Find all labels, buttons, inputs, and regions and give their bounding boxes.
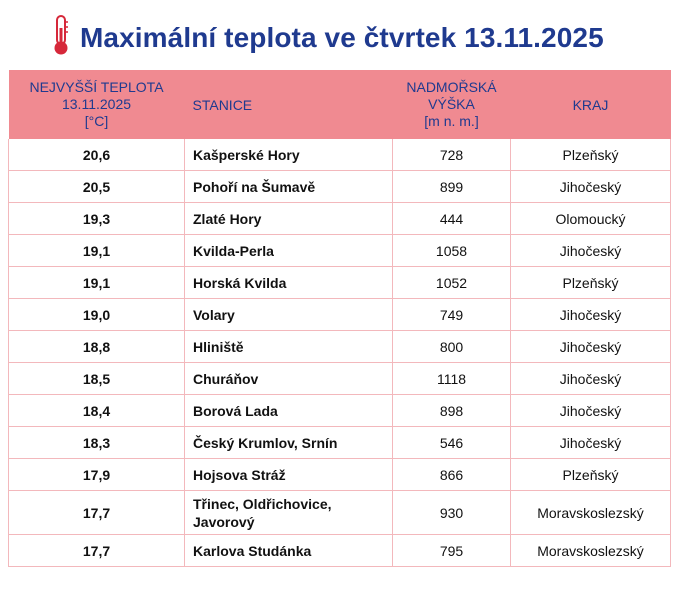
- header-temperature: NEJVYŠŠÍ TEPLOTA 13.11.2025 [°C]: [8, 70, 185, 139]
- region-cell: Jihočeský: [510, 234, 671, 267]
- header-temperature-line: NEJVYŠŠÍ TEPLOTA: [29, 79, 164, 95]
- page-header: Maximální teplota ve čtvrtek 13.11.2025: [0, 0, 678, 70]
- header-region: KRAJ: [510, 70, 671, 139]
- altitude-cell: 898: [392, 394, 511, 427]
- temperature-cell: 19,0: [8, 298, 185, 331]
- region-cell: Jihočeský: [510, 426, 671, 459]
- altitude-cell: 749: [392, 298, 511, 331]
- station-cell: Churáňov: [184, 362, 393, 395]
- region-cell: Moravskoslezský: [510, 490, 671, 535]
- region-cell: Jihočeský: [510, 330, 671, 363]
- temperature-table: NEJVYŠŠÍ TEPLOTA 13.11.2025 [°C] STANICE…: [8, 70, 671, 567]
- altitude-cell: 728: [392, 139, 511, 171]
- station-cell: Třinec, Oldřichovice, Javorový: [184, 490, 393, 535]
- station-cell: Volary: [184, 298, 393, 331]
- header-temperature-line: [°C]: [84, 113, 109, 129]
- region-cell: Jihočeský: [510, 298, 671, 331]
- region-cell: Plzeňský: [510, 266, 671, 299]
- temperature-cell: 19,1: [8, 234, 185, 267]
- region-cell: Plzeňský: [510, 139, 671, 171]
- station-cell: Horská Kvilda: [184, 266, 393, 299]
- table-row: 18,4 Borová Lada 898 Jihočeský: [8, 394, 671, 427]
- table-row: 18,8 Hliniště 800 Jihočeský: [8, 330, 671, 363]
- region-cell: Plzeňský: [510, 458, 671, 491]
- page-title: Maximální teplota ve čtvrtek 13.11.2025: [80, 22, 604, 53]
- station-cell: Zlaté Hory: [184, 202, 393, 235]
- temperature-cell: 17,9: [8, 458, 185, 491]
- station-cell: Kvilda-Perla: [184, 234, 393, 267]
- altitude-cell: 795: [392, 534, 511, 567]
- altitude-cell: 866: [392, 458, 511, 491]
- table-header-row: NEJVYŠŠÍ TEPLOTA 13.11.2025 [°C] STANICE…: [8, 70, 671, 139]
- station-cell: Kašperské Hory: [184, 139, 393, 171]
- table-row: 20,6 Kašperské Hory 728 Plzeňský: [8, 139, 671, 171]
- header-altitude-line: VÝŠKA: [428, 96, 475, 112]
- region-cell: Jihočeský: [510, 362, 671, 395]
- altitude-cell: 1052: [392, 266, 511, 299]
- table-row: 18,5 Churáňov 1118 Jihočeský: [8, 362, 671, 395]
- station-cell: Hojsova Stráž: [184, 458, 393, 491]
- station-line: Třinec, Oldřichovice,: [193, 495, 332, 512]
- table-row: 19,1 Horská Kvilda 1052 Plzeňský: [8, 266, 671, 299]
- station-line: Javorový: [193, 513, 255, 530]
- header-station: STANICE: [184, 70, 393, 139]
- altitude-cell: 800: [392, 330, 511, 363]
- thermometer-icon: [54, 15, 68, 55]
- altitude-cell: 1118: [392, 362, 511, 395]
- temperature-cell: 18,5: [8, 362, 185, 395]
- header-altitude-line: NADMOŘSKÁ: [406, 79, 497, 95]
- header-altitude: NADMOŘSKÁ VÝŠKA [m n. m.]: [392, 70, 511, 139]
- region-cell: Moravskoslezský: [510, 534, 671, 567]
- table-row: 18,3 Český Krumlov, Srnín 546 Jihočeský: [8, 426, 671, 459]
- temperature-cell: 20,6: [8, 139, 185, 171]
- station-cell: Borová Lada: [184, 394, 393, 427]
- altitude-cell: 546: [392, 426, 511, 459]
- temperature-cell: 20,5: [8, 170, 185, 203]
- station-cell: Český Krumlov, Srnín: [184, 426, 393, 459]
- table-row: 20,5 Pohoří na Šumavě 899 Jihočeský: [8, 170, 671, 203]
- altitude-cell: 899: [392, 170, 511, 203]
- altitude-cell: 1058: [392, 234, 511, 267]
- table-row: 19,1 Kvilda-Perla 1058 Jihočeský: [8, 234, 671, 267]
- table-row: 17,7 Karlova Studánka 795 Moravskoslezsk…: [8, 534, 671, 567]
- temperature-cell: 19,1: [8, 266, 185, 299]
- altitude-cell: 930: [392, 490, 511, 535]
- region-cell: Jihočeský: [510, 170, 671, 203]
- station-cell: Karlova Studánka: [184, 534, 393, 567]
- station-cell: Hliniště: [184, 330, 393, 363]
- temperature-cell: 18,4: [8, 394, 185, 427]
- altitude-cell: 444: [392, 202, 511, 235]
- table-row: 19,3 Zlaté Hory 444 Olomoucký: [8, 202, 671, 235]
- table-row: 17,7 Třinec, Oldřichovice, Javorový 930 …: [8, 490, 671, 535]
- region-cell: Olomoucký: [510, 202, 671, 235]
- temperature-cell: 18,3: [8, 426, 185, 459]
- header-altitude-line: [m n. m.]: [424, 113, 479, 129]
- table-row: 19,0 Volary 749 Jihočeský: [8, 298, 671, 331]
- region-cell: Jihočeský: [510, 394, 671, 427]
- header-temperature-line: 13.11.2025: [61, 96, 132, 112]
- table-row: 17,9 Hojsova Stráž 866 Plzeňský: [8, 458, 671, 491]
- station-cell: Pohoří na Šumavě: [184, 170, 393, 203]
- temperature-cell: 17,7: [8, 490, 185, 535]
- temperature-cell: 18,8: [8, 330, 185, 363]
- temperature-cell: 19,3: [8, 202, 185, 235]
- temperature-cell: 17,7: [8, 534, 185, 567]
